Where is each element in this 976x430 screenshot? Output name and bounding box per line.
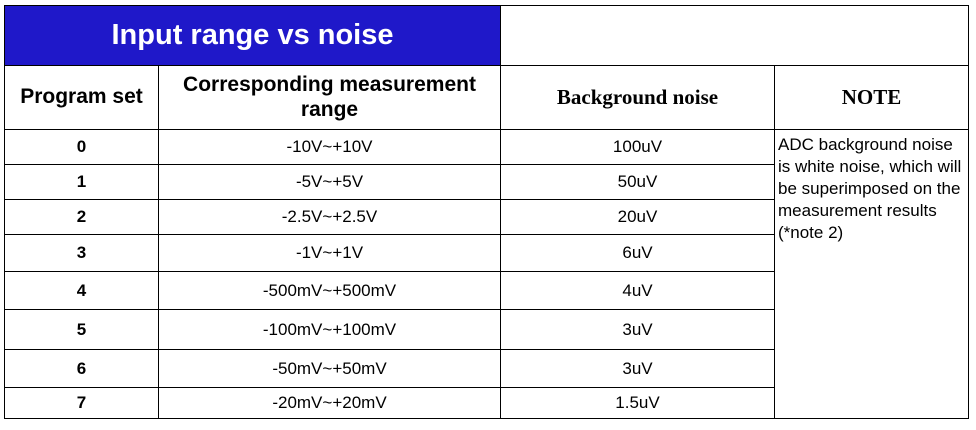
noise-cell: 100uV [500, 129, 775, 165]
header-program-set: Program set [4, 65, 159, 130]
program-set-cell: 3 [4, 234, 159, 272]
noise-cell: 50uV [500, 164, 775, 200]
table-row: 2 -2.5V~+2.5V 20uV [4, 199, 969, 235]
note-cell: ADC background noise is white noise, whi… [774, 129, 969, 419]
program-set-cell: 1 [4, 164, 159, 200]
range-cell: -50mV~+50mV [158, 349, 501, 388]
noise-cell: 1.5uV [500, 387, 775, 419]
program-set-cell: 6 [4, 349, 159, 388]
table-row: 0 -10V~+10V 100uV ADC background noise i… [4, 129, 969, 419]
program-set-cell: 7 [4, 387, 159, 419]
range-cell: -1V~+1V [158, 234, 501, 272]
noise-cell: 3uV [500, 349, 775, 388]
range-cell: -10V~+10V [158, 129, 501, 165]
header-measurement-range: Corresponding measurement range [158, 65, 501, 130]
program-set-cell: 0 [4, 129, 159, 165]
range-cell: -5V~+5V [158, 164, 501, 200]
table-title: Input range vs noise [4, 5, 501, 66]
table-row: 5 -100mV~+100mV 3uV [4, 309, 969, 350]
noise-cell: 20uV [500, 199, 775, 235]
noise-cell: 6uV [500, 234, 775, 272]
header-background-noise: Background noise [500, 65, 775, 130]
range-cell: -500mV~+500mV [158, 271, 501, 310]
table-row: 1 -5V~+5V 50uV [4, 164, 969, 200]
range-cell: -100mV~+100mV [158, 309, 501, 350]
range-cell: -20mV~+20mV [158, 387, 501, 419]
program-set-cell: 4 [4, 271, 159, 310]
title-row: Input range vs noise [4, 5, 969, 66]
program-set-cell: 2 [4, 199, 159, 235]
table-row: 7 -20mV~+20mV 1.5uV [4, 387, 969, 419]
header-note: NOTE [774, 65, 969, 130]
table-row: 4 -500mV~+500mV 4uV [4, 271, 969, 310]
noise-table: Input range vs noise Program set Corresp… [4, 5, 969, 419]
program-set-cell: 5 [4, 309, 159, 350]
range-cell: -2.5V~+2.5V [158, 199, 501, 235]
header-row: Program set Corresponding measurement ra… [4, 65, 969, 130]
title-blank-cell [500, 5, 969, 66]
noise-cell: 3uV [500, 309, 775, 350]
noise-cell: 4uV [500, 271, 775, 310]
